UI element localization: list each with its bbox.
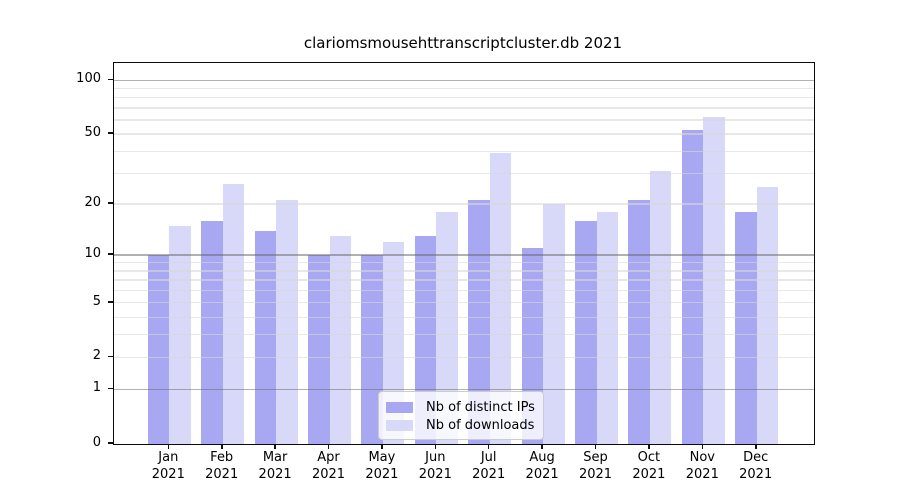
x-tick-mark <box>434 444 437 449</box>
bar-distinct-ips <box>308 255 330 444</box>
bar-downloads <box>596 211 618 444</box>
y-tick-label: 2 <box>92 348 101 364</box>
y-tick-label: 50 <box>84 125 101 141</box>
gridline-major <box>114 388 814 390</box>
x-tick-mark <box>648 444 650 449</box>
x-tick-label: Aug 2021 <box>525 450 559 482</box>
x-tick-label: Apr 2021 <box>311 450 346 482</box>
bar-downloads <box>489 153 512 444</box>
x-tick-mark <box>594 444 597 449</box>
x-tick-label: Nov 2021 <box>685 450 719 482</box>
x-tick-mark <box>487 444 490 449</box>
x-tick-label: Jul 2021 <box>472 450 506 482</box>
legend-item-downloads: Nb of downloads <box>386 416 535 434</box>
x-tick-mark <box>221 444 223 449</box>
bar-downloads <box>276 200 298 444</box>
y-tick-label: 10 <box>84 246 101 261</box>
gridline-minor <box>114 261 814 264</box>
bar-distinct-ips <box>735 211 757 444</box>
gridline-minor <box>114 87 814 90</box>
legend-swatch-downloads <box>386 419 413 431</box>
gridline-minor <box>114 133 814 135</box>
y-tick-label: 1 <box>92 380 101 396</box>
x-tick-mark <box>327 444 330 449</box>
y-tick-label: 100 <box>76 71 101 87</box>
x-tick-label: Jun 2021 <box>418 450 452 482</box>
bar-downloads <box>756 187 779 444</box>
gridline-minor <box>114 279 814 281</box>
bar-distinct-ips <box>628 200 650 444</box>
bar-distinct-ips <box>575 220 597 444</box>
gridline-minor <box>114 97 814 99</box>
bar-downloads <box>543 204 565 444</box>
bar-downloads <box>649 170 672 444</box>
gridline-minor <box>114 150 814 152</box>
x-tick-mark <box>167 444 170 449</box>
x-tick-mark <box>274 444 276 449</box>
y-tick-mark <box>108 442 113 444</box>
bar-distinct-ips <box>468 200 490 444</box>
gridline-minor <box>114 302 814 304</box>
bar-distinct-ips <box>201 220 223 444</box>
x-tick-label: Sep 2021 <box>578 450 613 482</box>
legend-swatch-distinct-ips <box>386 401 413 413</box>
chart-title: clariomsmousehttranscriptcluster.db 2021 <box>303 34 623 52</box>
bar-downloads <box>436 211 458 444</box>
y-tick-mark <box>108 355 113 358</box>
y-tick-label: 0 <box>92 435 101 450</box>
gridline-minor <box>114 290 814 292</box>
gridline-minor <box>114 316 814 318</box>
gridline-minor <box>114 334 814 336</box>
gridline-major <box>114 79 814 81</box>
legend-label-downloads: Nb of downloads <box>426 417 535 433</box>
x-tick-mark <box>755 444 757 449</box>
y-tick-mark <box>108 387 113 390</box>
gridline-minor <box>114 203 814 205</box>
bar-downloads <box>222 184 245 444</box>
x-tick-mark <box>541 444 543 449</box>
x-tick-label: Dec 2021 <box>739 450 773 482</box>
x-tick-mark <box>701 444 703 449</box>
bar-distinct-ips <box>254 230 277 444</box>
x-tick-mark <box>381 444 383 449</box>
y-tick-label: 20 <box>84 195 101 210</box>
y-tick-mark <box>108 202 113 204</box>
y-tick-mark <box>108 78 113 80</box>
bar-distinct-ips <box>681 129 704 444</box>
legend-item-distinct-ips: Nb of distinct IPs <box>386 398 535 416</box>
gridline-minor <box>114 356 814 359</box>
bar-downloads <box>703 117 725 444</box>
y-tick-mark <box>108 301 113 303</box>
gridline-minor <box>114 119 814 121</box>
bar-distinct-ips <box>147 255 170 444</box>
x-tick-label: Feb 2021 <box>205 450 239 482</box>
gridline-minor <box>114 270 814 272</box>
y-tick-label: 5 <box>92 293 101 309</box>
x-tick-label: Oct 2021 <box>632 450 666 482</box>
x-tick-label: Mar 2021 <box>258 450 292 482</box>
x-tick-label: May 2021 <box>365 450 399 482</box>
gridline-minor <box>114 172 814 174</box>
legend-label-distinct-ips: Nb of distinct IPs <box>426 399 535 415</box>
plot-area <box>113 62 815 445</box>
chart-legend: Nb of distinct IPs Nb of downloads <box>378 391 544 440</box>
bar-downloads <box>329 236 351 444</box>
y-tick-mark <box>108 132 113 134</box>
gridline-major <box>114 254 814 256</box>
gridline-minor <box>114 107 814 109</box>
x-tick-label: Jan 2021 <box>151 450 185 482</box>
y-tick-mark <box>108 253 113 255</box>
